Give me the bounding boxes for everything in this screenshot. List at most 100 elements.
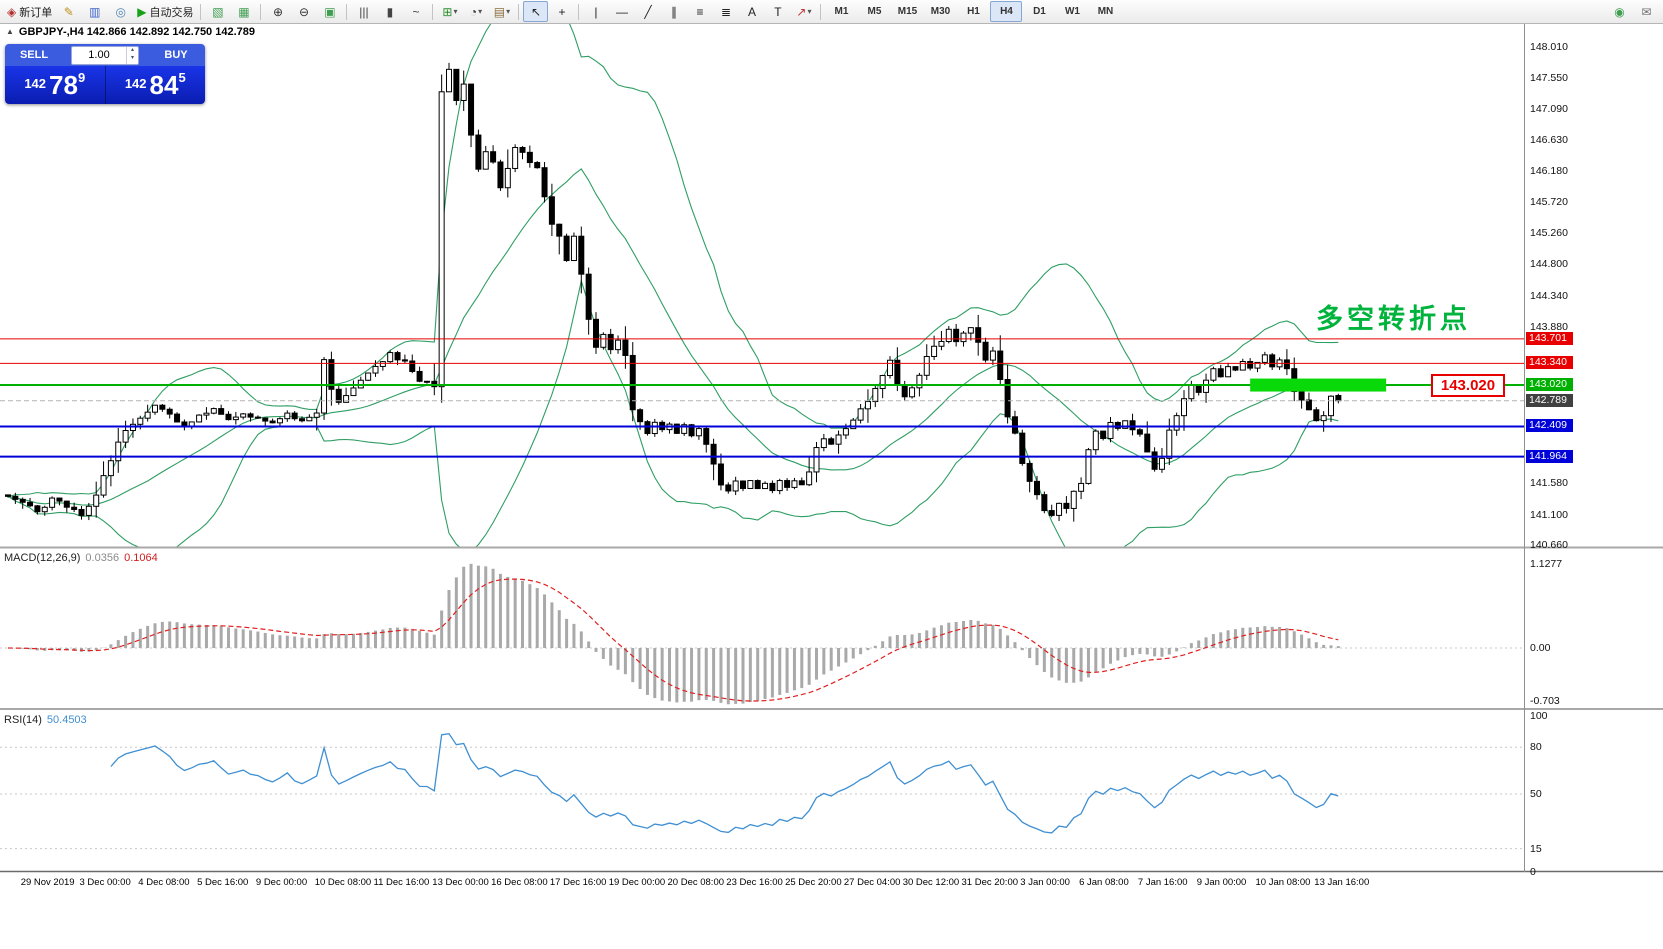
new-order-button-icon: ◈ [7,4,17,19]
toolbar-separator [820,3,822,20]
buy-price-big: 84 [149,70,179,100]
trade-panel-prices: 142 789 142 845 [5,66,205,104]
price-axis-tick: 145.260 [1530,227,1568,240]
toolbar: ◈ 新订单 ✎ ▥ ◎ ▶ 自动交易 ▧ ▦ ⊕ ⊖ ▣ ||| ▮ ~ ⊞ ▾ ◔ ▾ ▤ ▾ ↖ + | — ╱ ∥ ≡ ≣ A T ↗ ▾… [0,0,1663,24]
sell-button-label[interactable]: SELL [19,49,49,61]
sell-price-small: 142 [24,76,47,91]
time-axis-label: 11 Dec 16:00 [373,877,430,888]
cycle-lines-button[interactable]: ≣ [713,1,738,22]
tile-windows-button[interactable]: ▦ [231,1,256,22]
tf-m5[interactable]: M5 [858,1,890,22]
lot-increase-button[interactable]: ▴ [130,46,134,53]
bar-chart-button-icon: ||| [359,4,369,19]
toolbar-separator [432,3,434,20]
indicators-button[interactable]: ⊞ ▾ [437,1,462,22]
new-order-button[interactable]: ◈ 新订单 [4,1,55,22]
indicators-button-icon: ⊞ [442,4,453,19]
market-watch-button[interactable]: ▥ [82,1,107,22]
periods-button-icon: ◔ [469,4,478,19]
lot-decrease-button[interactable]: ▾ [130,54,134,61]
zoom-in-button[interactable]: ⊕ [265,1,290,22]
bollinger-bands [7,23,1339,547]
sell-price-big: 78 [49,70,78,100]
crosshair-button-icon: + [558,4,566,19]
macd-axis-tick: -0.703 [1530,694,1560,707]
zoom-out-button[interactable]: ⊖ [291,1,316,22]
macd-signal-value: 0.1064 [124,552,158,564]
price-axis-tick: 147.090 [1530,103,1568,116]
templates-button[interactable]: ▤ ▾ [489,1,514,22]
tf-h4[interactable]: H4 [990,1,1023,22]
lot-size-input[interactable]: 1.00 ▴ ▾ [71,45,139,65]
line-chart-button[interactable]: ~ [403,1,428,22]
channel-button[interactable]: ∥ [661,1,686,22]
fibonacci-button[interactable]: ≡ [687,1,712,22]
metaeditor-button[interactable]: ✎ [56,1,81,22]
bar-chart-button[interactable]: ||| [351,1,376,22]
periods-button[interactable]: ◔ ▾ [463,1,488,22]
metaeditor-button-icon: ✎ [63,4,74,19]
one-click-trading-panel: SELL 1.00 ▴ ▾ BUY 142 789 142 845 [5,44,205,104]
time-axis-label: 19 Dec 00:00 [608,877,666,888]
new-chart-button[interactable]: ▧ [205,1,230,22]
vertical-line-button-icon: | [594,4,598,19]
one-click-collapse-arrow[interactable]: ▲ [6,27,14,36]
chat-button[interactable]: ✉ [1634,1,1659,22]
navigator-button[interactable]: ◎ [108,1,133,22]
candlestick-button[interactable]: ▮ [377,1,402,22]
sell-price-sup: 9 [77,70,86,85]
toolbar-separator [260,3,262,20]
label-button[interactable]: T [765,1,790,22]
macd-axis-tick: 0.00 [1530,642,1551,654]
tf-m15[interactable]: M15 [891,1,923,22]
arrows-button[interactable]: ↗ ▾ [791,1,816,22]
tf-h1[interactable]: H1 [957,1,989,22]
time-axis-label: 4 Dec 08:00 [138,877,190,888]
tf-m1[interactable]: M1 [825,1,857,22]
price-tag-143020[interactable]: 143.020 [1431,374,1505,397]
time-axis-label: 10 Jan 08:00 [1255,877,1311,888]
price-level-label: 142.409 [1526,419,1573,433]
time-axis-label: 23 Dec 16:00 [726,877,783,888]
price-level-label: 143.340 [1526,356,1573,370]
candlestick-series [5,62,1342,522]
symbol-ohlc-text: GBPJPY-,H4 142.866 142.892 142.750 142.7… [18,26,255,38]
time-axis-label: 16 Dec 08:00 [491,877,548,888]
autotrading-button-label: 自动交易 [149,6,194,19]
zoom-out-button-icon: ⊖ [298,4,309,19]
lot-size-value: 1.00 [88,48,110,61]
chart-ohlc-header: ▲ GBPJPY-,H4 142.866 142.892 142.750 142.… [6,26,255,38]
price-axis-tick: 144.340 [1530,289,1568,302]
time-axis-label: 9 Dec 00:00 [255,877,308,888]
tf-m30[interactable]: M30 [924,1,956,22]
auto-scroll-button[interactable]: ▣ [317,1,342,22]
highlight-zone[interactable] [1250,378,1387,392]
whats-new-button[interactable]: ◉ [1607,1,1632,22]
tf-d1[interactable]: D1 [1023,1,1055,22]
toolbar-separator [518,3,520,20]
trendline-button[interactable]: ╱ [635,1,660,22]
autotrading-button[interactable]: ▶ 自动交易 [134,1,196,22]
buy-button[interactable]: 142 845 [106,66,206,104]
cursor-button[interactable]: ↖ [523,1,549,22]
time-axis-label: 9 Jan 00:00 [1196,877,1247,888]
text-button[interactable]: A [739,1,764,22]
horizontal-line-button[interactable]: — [609,1,634,22]
navigator-button-icon: ◎ [115,4,126,19]
crosshair-button[interactable]: + [549,1,574,22]
sell-button[interactable]: 142 789 [5,66,105,104]
tf-mn[interactable]: MN [1089,1,1121,22]
buy-button-label[interactable]: BUY [164,49,188,61]
tf-w1[interactable]: W1 [1056,1,1088,22]
vertical-line-button[interactable]: | [583,1,608,22]
time-axis-label: 25 Dec 20:00 [785,877,842,888]
turning-point-annotation[interactable]: 多空转折点 [1316,304,1471,334]
auto-scroll-button-icon: ▣ [324,4,336,19]
text-button-icon: A [747,4,756,19]
tf-m30-label: M30 [930,6,951,17]
templates-button-caret: ▾ [506,7,511,16]
rsi-axis-tick: 100 [1530,710,1548,722]
